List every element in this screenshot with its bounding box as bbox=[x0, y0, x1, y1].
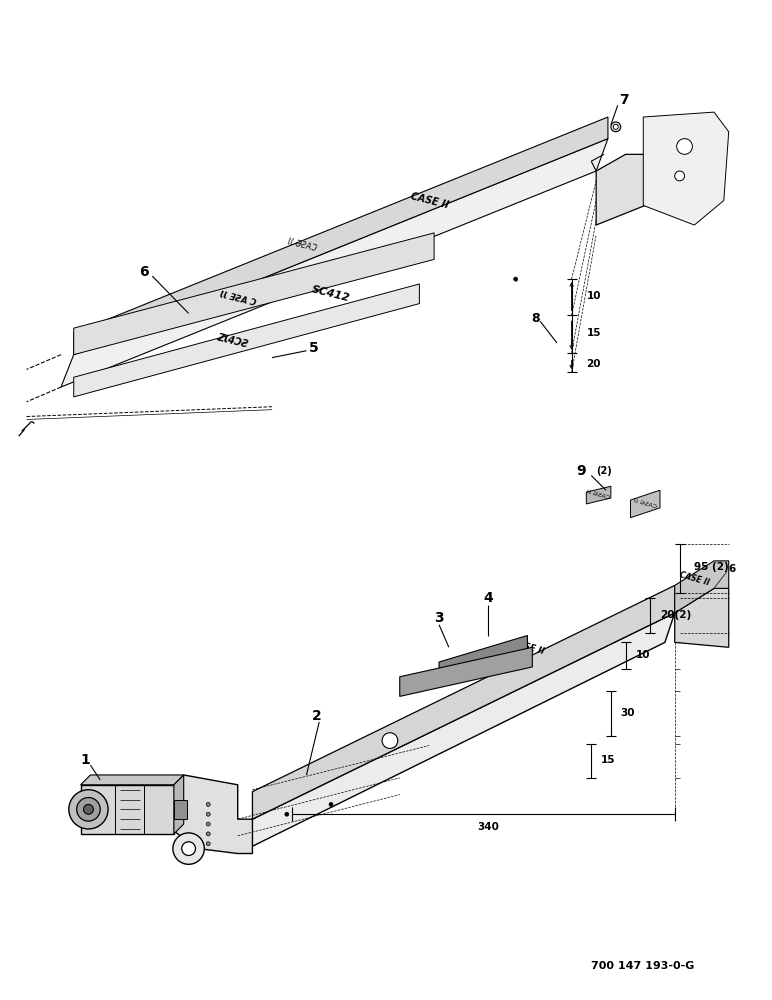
Circle shape bbox=[173, 833, 205, 864]
Circle shape bbox=[513, 277, 517, 281]
Polygon shape bbox=[80, 775, 184, 785]
Polygon shape bbox=[643, 112, 729, 225]
Text: (2): (2) bbox=[596, 466, 612, 476]
Text: 95 (2): 95 (2) bbox=[694, 562, 729, 572]
Circle shape bbox=[611, 122, 621, 132]
Polygon shape bbox=[174, 775, 184, 834]
Text: CASE II: CASE II bbox=[679, 570, 710, 587]
Polygon shape bbox=[675, 588, 729, 647]
Text: CASE II: CASE II bbox=[409, 191, 449, 210]
Polygon shape bbox=[675, 561, 729, 613]
Text: 20(2): 20(2) bbox=[660, 610, 691, 620]
Circle shape bbox=[206, 802, 210, 806]
Text: 15: 15 bbox=[601, 755, 615, 765]
Text: SC412: SC412 bbox=[310, 284, 351, 303]
Text: 5: 5 bbox=[309, 341, 318, 355]
Polygon shape bbox=[631, 490, 660, 518]
Text: ƖƖ ƎƧA Ɔ: ƖƖ ƎƧA Ɔ bbox=[218, 290, 257, 308]
Text: CASE II: CASE II bbox=[510, 638, 545, 656]
Circle shape bbox=[181, 842, 195, 855]
Polygon shape bbox=[596, 154, 645, 225]
Circle shape bbox=[76, 798, 100, 821]
Text: 6: 6 bbox=[729, 564, 736, 574]
Text: 20: 20 bbox=[586, 359, 601, 369]
Circle shape bbox=[613, 124, 618, 129]
Polygon shape bbox=[73, 117, 608, 355]
Circle shape bbox=[69, 790, 108, 829]
Polygon shape bbox=[73, 284, 419, 397]
Polygon shape bbox=[252, 585, 675, 819]
Text: 700 147 193-0-G: 700 147 193-0-G bbox=[591, 961, 694, 971]
Circle shape bbox=[83, 804, 93, 814]
Text: 2: 2 bbox=[311, 709, 321, 723]
Polygon shape bbox=[73, 233, 434, 355]
Polygon shape bbox=[174, 800, 187, 819]
Circle shape bbox=[206, 832, 210, 836]
Text: 8: 8 bbox=[531, 312, 540, 325]
Circle shape bbox=[382, 733, 398, 748]
Text: ƖƖ ƏƧAƆ: ƖƖ ƏƧAƆ bbox=[586, 489, 611, 501]
Polygon shape bbox=[80, 785, 174, 834]
Text: ƖƖ ƏƧAƆ: ƖƖ ƏƧAƆ bbox=[286, 237, 317, 253]
Text: 340: 340 bbox=[477, 822, 499, 832]
Circle shape bbox=[206, 822, 210, 826]
Text: 10: 10 bbox=[635, 650, 650, 660]
Circle shape bbox=[206, 842, 210, 846]
Polygon shape bbox=[586, 486, 611, 504]
Text: ZƖ4ƆƧ: ZƖ4ƆƧ bbox=[216, 332, 249, 350]
Text: 9: 9 bbox=[577, 464, 586, 478]
Text: 30: 30 bbox=[621, 708, 635, 718]
Text: 10: 10 bbox=[586, 291, 601, 301]
Circle shape bbox=[329, 802, 333, 806]
Text: ƖƖ ƏƧAƆ: ƖƖ ƏƧAƆ bbox=[633, 498, 658, 510]
Circle shape bbox=[675, 171, 685, 181]
Polygon shape bbox=[400, 647, 533, 696]
Text: 4: 4 bbox=[483, 591, 493, 605]
Polygon shape bbox=[439, 636, 527, 677]
Polygon shape bbox=[238, 613, 675, 854]
Circle shape bbox=[285, 812, 289, 816]
Polygon shape bbox=[61, 139, 608, 387]
Circle shape bbox=[206, 812, 210, 816]
Text: 1: 1 bbox=[80, 753, 90, 767]
Text: 3: 3 bbox=[434, 611, 444, 625]
Polygon shape bbox=[159, 775, 252, 854]
Text: 7: 7 bbox=[619, 93, 628, 107]
Circle shape bbox=[677, 139, 692, 154]
Text: 15: 15 bbox=[586, 328, 601, 338]
Text: 6: 6 bbox=[140, 265, 149, 279]
